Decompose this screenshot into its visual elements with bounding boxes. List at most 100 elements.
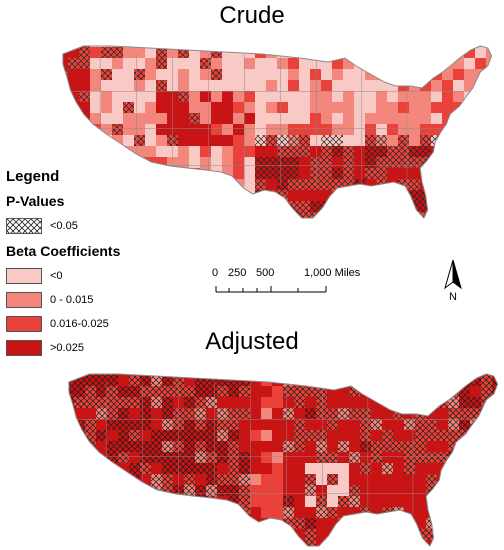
county-cell	[321, 102, 332, 113]
county-cell	[46, 146, 57, 157]
county-cell	[382, 374, 393, 375]
pvalue-hatch-cell	[387, 157, 398, 168]
pvalue-hatch-cell	[321, 135, 332, 146]
county-cell	[156, 46, 167, 47]
county-cell	[261, 485, 272, 496]
pvalue-hatch-cell	[228, 540, 239, 546]
county-cell	[365, 47, 376, 58]
pvalue-hatch-cell	[398, 179, 409, 190]
pvalue-hatch-cell	[288, 135, 299, 146]
county-cell	[244, 212, 255, 218]
county-cell	[266, 58, 277, 69]
pvalue-hatch-cell	[332, 179, 343, 190]
county-cell	[453, 58, 464, 69]
county-cell	[189, 80, 200, 91]
county-cell	[206, 507, 217, 518]
county-cell	[470, 518, 481, 529]
pvalue-hatch-cell	[129, 375, 140, 386]
pvalue-hatch-cell	[173, 374, 184, 375]
county-cell	[129, 408, 140, 419]
pvalue-hatch-cell	[118, 419, 129, 430]
pvalue-hatch-cell	[316, 441, 327, 452]
county-cell	[283, 485, 294, 496]
county-cell	[316, 374, 327, 375]
pvalue-hatch-cell	[464, 157, 475, 168]
us-outline	[68, 373, 499, 547]
pvalue-hatch-cell	[365, 146, 376, 157]
pvalue-hatch-cell	[415, 441, 426, 452]
pvalue-hatch-cell	[442, 157, 453, 168]
county-cell	[195, 540, 206, 546]
pvalue-hatch-cell	[217, 408, 228, 419]
county-cell	[299, 223, 310, 224]
county-cell	[261, 375, 272, 386]
pvalue-hatch-cell	[107, 507, 118, 518]
pvalue-hatch-cell	[266, 201, 277, 212]
pvalue-hatch-cell	[283, 540, 294, 546]
county-cell	[101, 124, 112, 135]
pvalue-hatch-cell	[228, 408, 239, 419]
county-cell	[85, 529, 96, 540]
county-cell	[101, 113, 112, 124]
county-cell	[200, 80, 211, 91]
pvalue-hatch-cell	[68, 374, 74, 375]
pvalue-hatch-cell	[129, 386, 140, 397]
pvalue-hatch-cell	[217, 452, 228, 463]
pvalue-hatch-cell	[173, 375, 184, 386]
pvalue-hatch-cell	[162, 540, 173, 546]
pvalue-hatch-cell	[52, 419, 63, 430]
county-cell	[173, 496, 184, 507]
county-cell	[431, 124, 442, 135]
county-cell	[85, 452, 96, 463]
county-cell	[426, 386, 437, 397]
county-cell	[409, 69, 420, 80]
county-cell	[486, 201, 492, 212]
pvalue-hatch-cell	[162, 474, 173, 485]
pvalue-hatch-cell	[305, 408, 316, 419]
county-cell	[211, 223, 222, 224]
pvalue-hatch-cell	[442, 168, 453, 179]
pvalue-hatch-cell	[228, 507, 239, 518]
pvalue-hatch-cell	[107, 375, 118, 386]
county-cell	[453, 124, 464, 135]
county-cell	[349, 463, 360, 474]
county-cell	[470, 507, 481, 518]
county-cell	[288, 47, 299, 58]
county-cell	[162, 496, 173, 507]
pvalue-hatch-cell	[217, 441, 228, 452]
pvalue-hatch-cell	[162, 386, 173, 397]
pvalue-hatch-cell	[206, 419, 217, 430]
county-cell	[244, 168, 255, 179]
pvalue-hatch-cell	[217, 374, 228, 375]
county-cell	[305, 375, 316, 386]
county-cell	[338, 529, 349, 540]
county-cell	[393, 374, 404, 375]
county-cell	[288, 91, 299, 102]
pvalue-hatch-cell	[118, 485, 129, 496]
legend-swatch	[6, 316, 42, 332]
county-cell	[250, 419, 261, 430]
pvalue-hatch-cell	[431, 168, 442, 179]
county-cell	[343, 113, 354, 124]
county-cell	[492, 419, 498, 430]
pvalue-hatch-cell	[376, 212, 387, 218]
county-cell	[134, 80, 145, 91]
pvalue-hatch-cell	[206, 397, 217, 408]
county-cell	[299, 91, 310, 102]
county-cell	[140, 430, 151, 441]
pvalue-hatch-cell	[283, 386, 294, 397]
county-cell	[206, 518, 217, 529]
pvalue-hatch-cell	[79, 157, 90, 168]
pvalue-hatch-cell	[338, 441, 349, 452]
county-cell	[486, 113, 492, 124]
pvalue-hatch-cell	[79, 47, 90, 58]
pvalue-hatch-cell	[464, 223, 475, 224]
pvalue-hatch-cell	[184, 374, 195, 375]
pvalue-hatch-cell	[62, 91, 68, 102]
county-cell	[393, 485, 404, 496]
county-cell	[261, 441, 272, 452]
county-cell	[387, 212, 398, 218]
pvalue-hatch-cell	[195, 386, 206, 397]
county-cell	[470, 474, 481, 485]
pvalue-hatch-cell	[74, 375, 85, 386]
